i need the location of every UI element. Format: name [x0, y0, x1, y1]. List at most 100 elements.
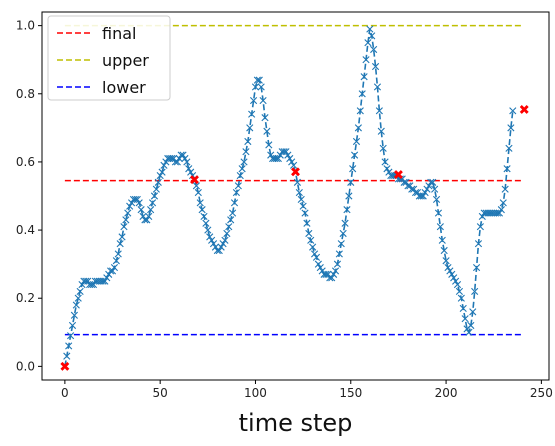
data-point-marker [101, 277, 109, 285]
data-point-marker [108, 267, 117, 275]
data-point-marker [215, 246, 223, 255]
data-point-marker [257, 83, 265, 91]
highlight-points [60, 104, 529, 371]
data-point-marker [225, 223, 233, 231]
x-tick-label: 0 [61, 386, 69, 400]
plot-area [60, 24, 529, 371]
data-point-marker [236, 171, 244, 180]
data-point-marker [444, 263, 452, 272]
data-point-marker [261, 114, 269, 122]
highlight-point [519, 104, 529, 115]
data-point-marker [154, 178, 162, 186]
x-tick-label: 250 [530, 386, 553, 400]
data-point-marker [147, 206, 155, 214]
data-point-marker [68, 321, 77, 330]
data-point-marker [110, 263, 119, 272]
data-point-marker [459, 304, 467, 313]
data-point-marker [453, 281, 462, 289]
data-point-marker [467, 321, 475, 330]
data-point-marker [274, 154, 282, 163]
data-point-marker [450, 274, 458, 282]
data-point-marker [181, 154, 189, 163]
data-point-marker [381, 158, 389, 166]
data-point-marker [259, 97, 267, 105]
data-point-marker [431, 185, 439, 193]
x-axis-title: time step [239, 409, 353, 437]
data-point-marker [343, 206, 351, 214]
data-point-marker [432, 195, 441, 203]
data-point-marker [72, 301, 80, 309]
data-point-marker [118, 233, 126, 241]
data-point-marker [440, 246, 448, 255]
data-point-marker [379, 144, 387, 152]
data-point-marker [360, 73, 368, 81]
data-point-marker [301, 209, 309, 217]
y-tick-label: 0.0 [16, 359, 35, 373]
data-point-marker [229, 209, 237, 217]
data-point-marker [339, 229, 347, 238]
data-point-marker [366, 25, 374, 33]
data-point-marker [219, 240, 227, 248]
data-point-marker [179, 151, 187, 159]
data-point-marker [232, 189, 241, 197]
data-point-marker [196, 199, 204, 207]
data-point-marker [126, 202, 134, 210]
x-axis-ticks: 0 50 100 150 200 250 [61, 380, 553, 400]
data-point-marker [295, 189, 303, 197]
x-tick-label: 200 [435, 386, 458, 400]
data-point-marker [223, 229, 231, 238]
data-point-marker [312, 253, 321, 261]
data-point-marker [499, 199, 507, 207]
data-point-marker [345, 192, 353, 200]
y-tick-label: 0.6 [16, 155, 35, 169]
data-point-marker [124, 209, 132, 217]
data-point-marker [303, 219, 311, 227]
data-point-marker [314, 260, 322, 268]
data-point-marker [452, 277, 460, 285]
data-point-marker [505, 144, 513, 152]
data-point-marker [204, 226, 212, 234]
data-point-marker [328, 274, 336, 282]
data-point-marker [371, 62, 380, 71]
data-point-marker [200, 212, 208, 221]
y-tick-label: 1.0 [16, 19, 35, 33]
data-point-marker [497, 206, 505, 214]
data-point-marker [290, 161, 298, 169]
data-point-marker [434, 209, 443, 217]
data-point-marker [209, 240, 218, 248]
data-point-marker [103, 274, 111, 282]
data-point-marker [476, 223, 484, 231]
x-tick-label: 100 [244, 386, 267, 400]
data-point-marker [358, 90, 366, 98]
data-point-marker [448, 270, 456, 278]
data-point-marker [509, 107, 517, 115]
data-point-marker [429, 178, 437, 186]
data-point-marker [331, 267, 340, 275]
series-markers [61, 25, 517, 370]
data-point-marker [63, 352, 71, 360]
data-point-marker [187, 168, 195, 176]
data-point-marker [265, 141, 273, 149]
data-point-marker [503, 165, 511, 173]
data-point-marker [248, 110, 256, 118]
data-point-marker [148, 199, 157, 207]
data-point-marker [240, 158, 248, 166]
data-point-marker [227, 216, 235, 224]
data-point-marker [120, 223, 128, 231]
y-tick-label: 0.2 [16, 291, 35, 305]
data-point-marker [309, 243, 317, 251]
highlight-point [60, 361, 70, 371]
data-point-marker [221, 236, 229, 244]
data-point-marker [438, 236, 446, 244]
data-point-marker [158, 168, 166, 176]
data-point-marker [145, 212, 153, 221]
data-point-marker [335, 250, 343, 258]
legend-box [47, 15, 171, 101]
data-point-marker [263, 127, 271, 135]
highlight-point [189, 175, 200, 185]
data-point-marker [198, 206, 206, 214]
data-point-marker [501, 185, 509, 193]
data-point-marker [350, 151, 359, 159]
series-line [64, 28, 514, 367]
data-point-marker [282, 148, 290, 156]
